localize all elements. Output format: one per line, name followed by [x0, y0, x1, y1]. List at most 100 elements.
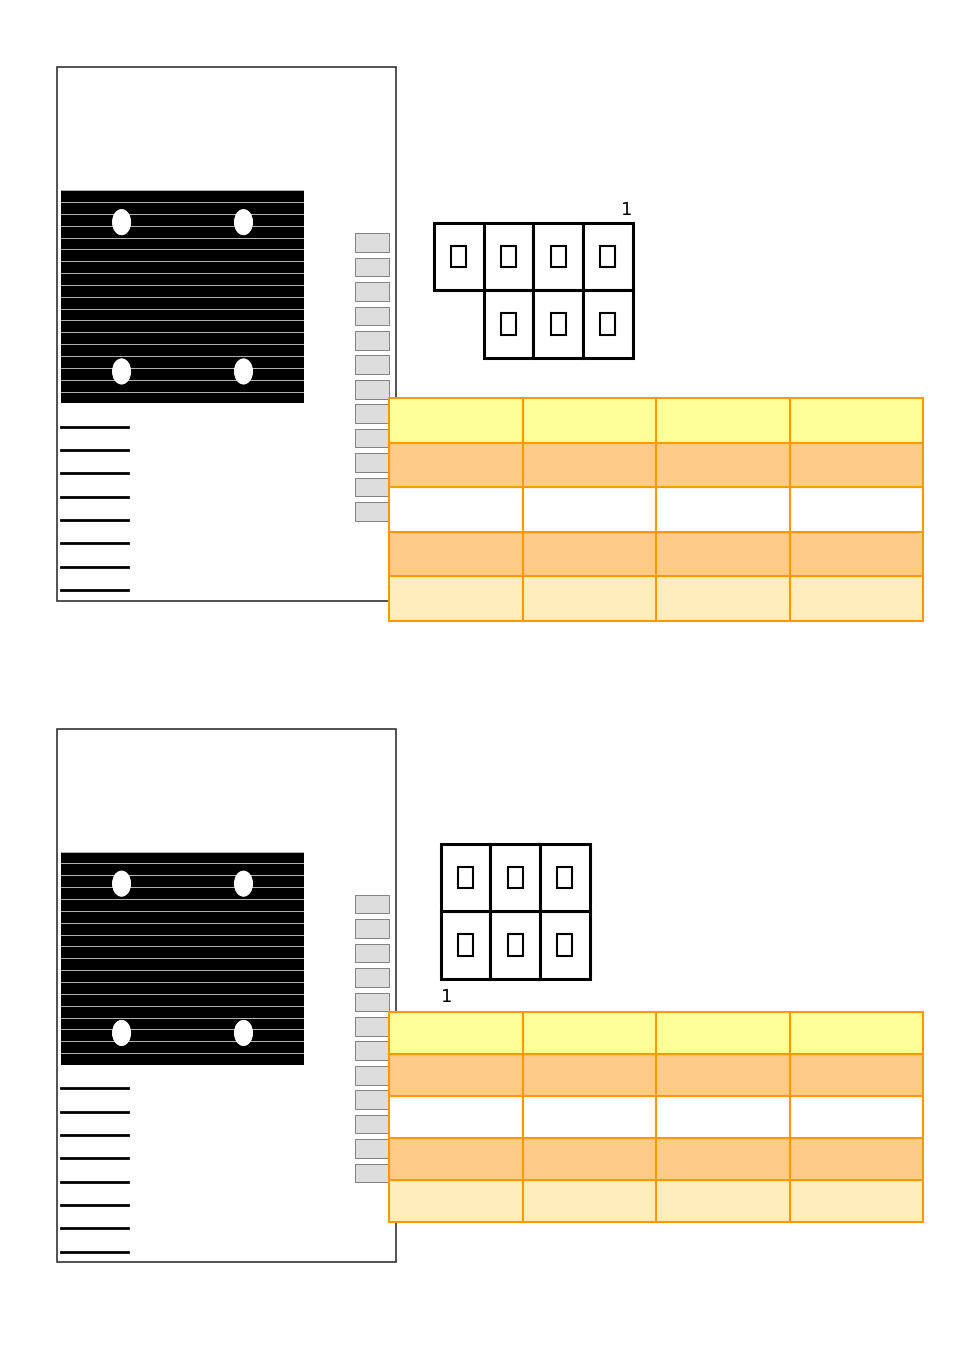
Bar: [483, 290, 533, 358]
Bar: [440, 911, 490, 979]
Bar: [656, 532, 789, 576]
Bar: [522, 1054, 656, 1096]
Bar: [355, 306, 389, 325]
Bar: [355, 1115, 389, 1134]
Bar: [599, 246, 615, 267]
Circle shape: [234, 359, 252, 383]
Bar: [522, 1012, 656, 1054]
Bar: [533, 290, 582, 358]
Circle shape: [113, 872, 130, 895]
Bar: [355, 379, 389, 398]
Bar: [656, 443, 789, 487]
Bar: [355, 478, 389, 497]
Bar: [451, 246, 466, 267]
Bar: [355, 992, 389, 1011]
Bar: [355, 895, 389, 914]
Bar: [355, 1091, 389, 1108]
Bar: [522, 1180, 656, 1222]
Bar: [457, 934, 473, 956]
Bar: [355, 331, 389, 350]
Bar: [389, 1138, 522, 1180]
Bar: [355, 234, 389, 252]
Bar: [522, 576, 656, 621]
Bar: [389, 576, 522, 621]
Circle shape: [234, 211, 252, 234]
Bar: [656, 1012, 789, 1054]
Circle shape: [113, 1021, 130, 1045]
Bar: [550, 246, 565, 267]
Circle shape: [234, 872, 252, 895]
Bar: [490, 911, 539, 979]
Bar: [355, 429, 389, 447]
Bar: [61, 852, 304, 1065]
Bar: [389, 487, 522, 532]
Circle shape: [234, 1021, 252, 1045]
Bar: [355, 944, 389, 963]
Bar: [789, 576, 923, 621]
Bar: [57, 729, 395, 1262]
Bar: [355, 502, 389, 521]
Bar: [500, 246, 516, 267]
Bar: [507, 867, 522, 888]
Bar: [789, 1180, 923, 1222]
Bar: [522, 398, 656, 443]
Bar: [789, 487, 923, 532]
Bar: [656, 1096, 789, 1138]
Bar: [355, 355, 389, 374]
Bar: [355, 1164, 389, 1183]
Bar: [355, 282, 389, 301]
Bar: [599, 313, 615, 335]
Bar: [550, 313, 565, 335]
Bar: [656, 1138, 789, 1180]
Bar: [789, 532, 923, 576]
Bar: [507, 934, 522, 956]
Bar: [557, 934, 572, 956]
Bar: [582, 290, 632, 358]
Bar: [522, 1138, 656, 1180]
Bar: [656, 1054, 789, 1096]
Circle shape: [113, 211, 130, 234]
Bar: [557, 867, 572, 888]
Bar: [500, 313, 516, 335]
Bar: [789, 1138, 923, 1180]
Bar: [656, 1180, 789, 1222]
Bar: [355, 968, 389, 987]
Bar: [355, 1066, 389, 1084]
Bar: [61, 190, 304, 404]
Bar: [389, 1054, 522, 1096]
Bar: [355, 405, 389, 423]
Bar: [522, 487, 656, 532]
Bar: [355, 454, 389, 472]
Bar: [656, 576, 789, 621]
Bar: [389, 398, 522, 443]
Bar: [457, 867, 473, 888]
Bar: [389, 532, 522, 576]
Bar: [539, 844, 589, 911]
Bar: [355, 919, 389, 938]
Bar: [490, 844, 539, 911]
Bar: [355, 258, 389, 277]
Text: 1: 1: [620, 201, 632, 219]
Bar: [483, 223, 533, 290]
Text: 1: 1: [440, 988, 452, 1006]
Bar: [57, 68, 395, 601]
Bar: [440, 844, 490, 911]
Bar: [789, 398, 923, 443]
Bar: [355, 1041, 389, 1060]
Bar: [434, 223, 483, 290]
Bar: [389, 1012, 522, 1054]
Bar: [389, 443, 522, 487]
Bar: [355, 1139, 389, 1158]
Bar: [522, 1096, 656, 1138]
Bar: [539, 911, 589, 979]
Bar: [656, 398, 789, 443]
Bar: [522, 532, 656, 576]
Bar: [789, 1012, 923, 1054]
Bar: [355, 1017, 389, 1035]
Bar: [582, 223, 632, 290]
Bar: [389, 1180, 522, 1222]
Bar: [656, 487, 789, 532]
Bar: [789, 443, 923, 487]
Bar: [789, 1096, 923, 1138]
Bar: [789, 1054, 923, 1096]
